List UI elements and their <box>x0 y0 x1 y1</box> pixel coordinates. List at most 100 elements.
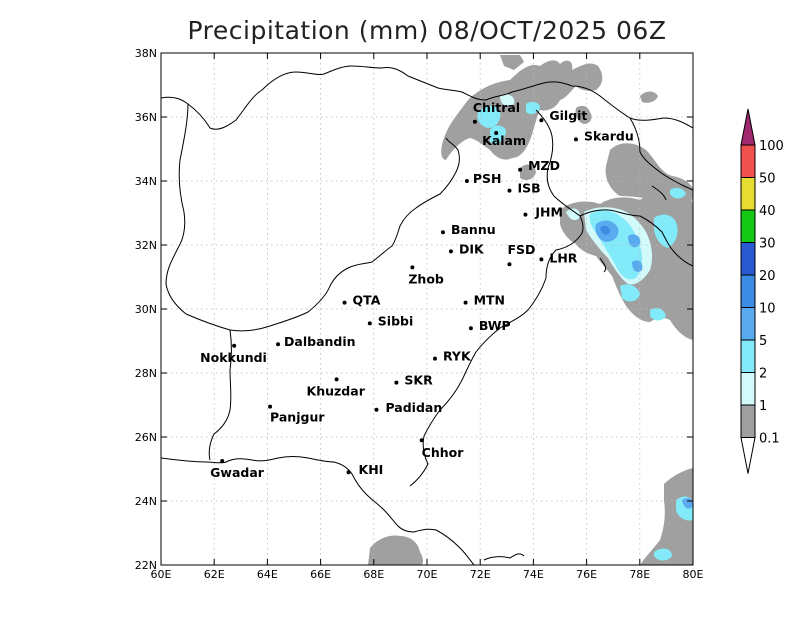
afghanistan-border <box>161 65 513 130</box>
city-label: Skardu <box>584 128 634 143</box>
afghanistan-west-border <box>165 103 189 315</box>
x-tick-label: 80E <box>683 568 704 581</box>
rain-area-north-3 <box>520 164 536 180</box>
city-label: PSH <box>473 171 502 186</box>
city-marker <box>268 404 273 409</box>
kashmir-border <box>535 109 584 237</box>
x-tick-label: 78E <box>629 568 650 581</box>
colorbar-label: 5 <box>759 334 767 349</box>
city-marker <box>419 438 424 443</box>
city-marker <box>367 321 372 326</box>
city-marker <box>468 326 473 331</box>
rain-area-gb <box>575 105 592 124</box>
rain-area-north-2 <box>500 55 524 70</box>
city-marker <box>463 300 468 305</box>
city-marker <box>507 262 512 267</box>
y-tick-label: 34N <box>135 175 157 188</box>
city-marker <box>464 179 469 183</box>
x-tick-label: 60E <box>151 568 172 581</box>
city-label: Dalbandin <box>284 334 356 349</box>
city-marker <box>507 188 512 193</box>
city-label: MTN <box>474 293 505 308</box>
x-tick-label: 70E <box>417 568 438 581</box>
rain-1mm-north <box>500 94 515 106</box>
city-label: SKR <box>404 373 433 388</box>
y-tick-label: 32N <box>135 239 157 252</box>
city-label: KHI <box>359 462 384 477</box>
city-label: QTA <box>353 293 381 308</box>
x-tick-label: 68E <box>363 568 384 581</box>
y-tick-labels: 22N 24N 26N 28N 30N 32N 34N 36N 38N <box>135 47 157 572</box>
city-marker <box>472 119 477 124</box>
rain-2mm-southeast <box>654 496 693 561</box>
city-marker <box>334 377 339 382</box>
colorbar-label: 100 <box>759 139 784 154</box>
city-marker <box>410 265 415 270</box>
colorbar-box <box>740 209 756 243</box>
colorbar-label: 40 <box>759 204 776 219</box>
city-label: Zhob <box>408 271 444 286</box>
colorbar-label: 30 <box>759 237 776 252</box>
colorbar-label: 0.1 <box>759 432 780 447</box>
city-label: Bannu <box>451 222 496 237</box>
city-label: RYK <box>443 349 472 364</box>
map-title: Precipitation (mm) 08/OCT/2025 06Z <box>187 16 667 45</box>
pakistan-india-border <box>409 235 581 487</box>
colorbar-label: 1 <box>759 399 767 414</box>
colorbar-box <box>740 404 756 438</box>
india-east-line <box>599 257 607 273</box>
precipitation-shading <box>368 55 693 565</box>
x-tick-label: 74E <box>523 568 544 581</box>
city-marker <box>432 356 437 361</box>
city-marker <box>539 118 544 123</box>
tibet-line <box>651 185 667 201</box>
city-label: Chhor <box>422 445 465 460</box>
city-marker <box>220 459 225 463</box>
rain-2mm-north <box>477 101 540 144</box>
city-marker <box>276 342 281 347</box>
city-layer: Chitral Kalam Gilgit Skardu MZD PSH ISB JHM Bann… <box>200 100 634 480</box>
y-tick-label: 36N <box>135 111 157 124</box>
city-marker <box>573 137 578 142</box>
city-marker <box>539 257 544 262</box>
city-marker <box>346 470 351 475</box>
northern-border <box>511 81 693 129</box>
x-tick-label: 72E <box>470 568 491 581</box>
x-tick-label: 66E <box>310 568 331 581</box>
x-tick-labels: 60E 62E 64E 66E 68E 70E 72E 74E 76E 78E 80E <box>151 568 704 581</box>
india-north-border <box>579 209 693 267</box>
colorbar-box <box>740 274 756 308</box>
city-marker <box>494 131 499 135</box>
rain-area-sindh-coast <box>368 535 423 565</box>
city-label: Padidan <box>385 400 442 415</box>
rain-area-gb-2 <box>640 91 658 103</box>
colorbar-box <box>740 242 756 276</box>
rain-10mm-east <box>600 225 610 235</box>
city-marker <box>523 212 528 217</box>
colorbar-bottom-arrow <box>740 437 756 474</box>
city-label: Kalam <box>482 133 526 148</box>
city-label: Gwadar <box>210 465 265 480</box>
city-marker <box>518 167 523 172</box>
rain-1mm-east-2 <box>566 208 580 221</box>
axis-ticks <box>160 52 694 566</box>
city-label: JHM <box>534 205 563 220</box>
city-marker <box>448 249 453 254</box>
pakistan-iran-border <box>208 329 232 461</box>
city-label: DIK <box>459 241 485 256</box>
city-label: ISB <box>517 181 540 196</box>
city-label: LHR <box>549 250 577 265</box>
boundaries <box>161 65 693 565</box>
rain-area-north <box>441 60 603 160</box>
city-label: Gilgit <box>549 108 587 123</box>
x-tick-label: 76E <box>576 568 597 581</box>
china-border <box>629 117 693 191</box>
city-marker <box>232 343 237 348</box>
city-marker <box>342 300 347 305</box>
city-label: BWP <box>479 318 511 333</box>
city-label: FSD <box>507 242 535 257</box>
y-tick-label: 26N <box>135 431 157 444</box>
colorbar-label: 20 <box>759 269 776 284</box>
rain-area-southeast <box>640 468 693 565</box>
